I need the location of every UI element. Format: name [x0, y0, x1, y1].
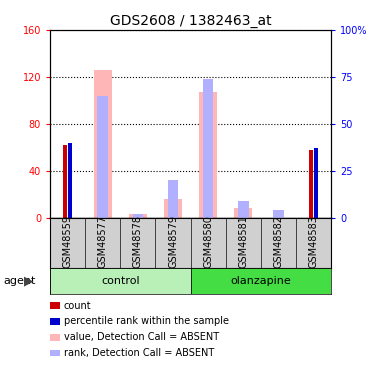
Bar	[226, 217, 261, 268]
Title: GDS2608 / 1382463_at: GDS2608 / 1382463_at	[110, 13, 271, 28]
Text: GSM48578: GSM48578	[133, 215, 143, 268]
Bar	[50, 217, 85, 268]
Text: GSM48580: GSM48580	[203, 215, 213, 268]
Text: olanzapine: olanzapine	[231, 276, 291, 286]
Text: GSM48581: GSM48581	[238, 215, 248, 268]
Bar	[238, 201, 249, 217]
Bar	[132, 214, 143, 217]
Bar	[68, 142, 72, 218]
Bar	[64, 145, 67, 218]
Bar	[129, 214, 147, 217]
Text: control: control	[101, 276, 140, 286]
Bar	[164, 199, 182, 217]
Text: percentile rank within the sample: percentile rank within the sample	[64, 316, 229, 326]
Bar	[97, 96, 108, 218]
Bar	[85, 217, 120, 268]
Bar	[191, 217, 226, 268]
Bar	[191, 268, 331, 294]
Bar	[273, 210, 284, 218]
Text: rank, Detection Call = ABSENT: rank, Detection Call = ABSENT	[64, 348, 214, 358]
Text: value, Detection Call = ABSENT: value, Detection Call = ABSENT	[64, 332, 219, 342]
Bar	[121, 217, 156, 268]
Bar	[203, 79, 213, 218]
Text: ▶: ▶	[24, 274, 34, 287]
Text: agent: agent	[4, 276, 36, 286]
Text: GSM48579: GSM48579	[168, 215, 178, 268]
Bar	[199, 92, 217, 218]
Bar	[261, 217, 296, 268]
Text: count: count	[64, 301, 91, 310]
Bar	[314, 148, 318, 217]
Bar	[168, 180, 178, 218]
Text: GSM48583: GSM48583	[308, 215, 318, 268]
Bar	[234, 208, 252, 218]
Text: GSM48582: GSM48582	[273, 215, 283, 268]
Bar	[309, 150, 313, 217]
Bar	[296, 217, 331, 268]
Bar	[156, 217, 191, 268]
Bar	[94, 70, 112, 217]
Text: GSM48559: GSM48559	[63, 215, 73, 268]
Bar	[50, 268, 191, 294]
Text: GSM48577: GSM48577	[98, 215, 108, 268]
